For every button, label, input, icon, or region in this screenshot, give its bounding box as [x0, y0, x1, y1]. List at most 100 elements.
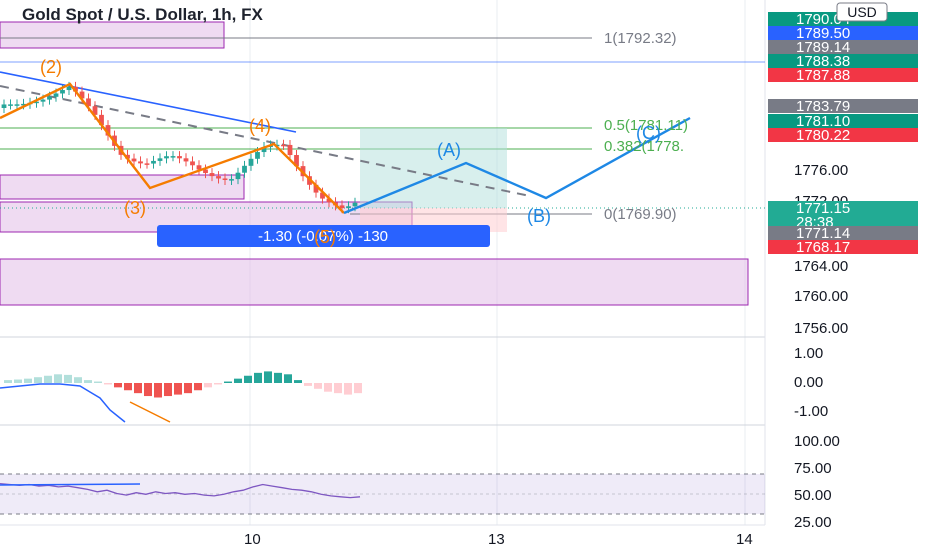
macd-bar — [304, 383, 312, 386]
candle-body — [21, 103, 26, 106]
candle-body — [248, 158, 254, 166]
candle-body — [151, 160, 156, 164]
price-tag — [768, 26, 918, 40]
wave-label-4[interactable]: (4) — [249, 116, 271, 136]
candle-body — [53, 93, 59, 97]
candle-body — [131, 158, 137, 162]
candle-body — [313, 184, 319, 193]
candle-body — [255, 152, 260, 159]
macd-bar — [94, 381, 102, 383]
price-tag-label: 1789.14 — [796, 39, 850, 56]
wave-label-3[interactable]: (3) — [124, 198, 146, 218]
macd-bar — [214, 383, 222, 385]
macd-histogram — [4, 371, 362, 398]
macd-bar — [134, 383, 142, 394]
supply-demand-zones[interactable] — [0, 21, 749, 306]
trendline-dashed[interactable] — [0, 85, 531, 197]
price-tick-1764: 1764.00 — [794, 258, 848, 275]
price-tag-label: 1771.14 — [796, 225, 850, 242]
candle-body — [222, 178, 228, 180]
wave-label-c[interactable]: (C) — [636, 123, 661, 143]
price-tag — [768, 99, 918, 113]
candle-body — [209, 173, 215, 177]
macd-bar — [44, 375, 52, 383]
rsi-tick-25: 25.00 — [794, 514, 832, 531]
candle-body — [281, 144, 286, 147]
rsi-tick-50: 50.00 — [794, 487, 832, 504]
candle-body — [66, 86, 72, 91]
macd-bar — [274, 372, 282, 383]
rsi-band — [0, 474, 765, 514]
candle-body — [40, 99, 46, 102]
candle-body — [125, 154, 130, 159]
rsi-reference-line[interactable] — [0, 483, 141, 486]
macd-bar — [114, 383, 122, 388]
candle-body — [105, 125, 111, 136]
macd-bar — [224, 381, 232, 383]
candle-body — [170, 156, 176, 158]
candle-body — [261, 147, 267, 153]
fib-label-0-5: 0.5(1781.11) — [604, 117, 688, 134]
macd-bar — [244, 375, 252, 383]
candle-body — [86, 98, 91, 107]
currency-button[interactable] — [836, 2, 888, 22]
macd-bar — [204, 383, 212, 388]
price-tag — [768, 240, 918, 254]
candle-body — [1, 104, 7, 108]
long-position-profit[interactable] — [360, 128, 507, 208]
wave-label-b[interactable]: (B) — [527, 206, 551, 226]
macd-bar — [154, 383, 162, 398]
candle-body — [164, 156, 169, 159]
wave-label-2[interactable]: (2) — [40, 57, 62, 77]
macd-bar — [294, 380, 302, 383]
measure-box[interactable] — [157, 225, 490, 247]
macd-bar — [354, 383, 362, 394]
candle-body — [339, 205, 345, 209]
fib-label-0: 0(1769.90) — [604, 206, 677, 223]
candle-body — [99, 114, 104, 126]
price-tag — [768, 40, 918, 54]
macd-bar — [64, 374, 72, 383]
wave-path-blue[interactable] — [343, 116, 691, 215]
macd-bar — [264, 371, 272, 383]
price-tag-label: 1771.15 — [796, 200, 850, 217]
price-tag — [768, 201, 918, 229]
fib-label-0-382: 0.382(1778. — [604, 138, 684, 155]
candle-body — [287, 144, 293, 156]
wave-label-5[interactable]: (5) — [314, 227, 336, 247]
candle-body — [190, 161, 195, 166]
candle-body — [352, 202, 358, 207]
price-tag-label: 1768.17 — [796, 239, 850, 256]
candle-body — [346, 206, 351, 209]
macd-bar — [254, 372, 262, 383]
candle-body — [183, 158, 189, 162]
trendline-blue[interactable] — [0, 71, 297, 133]
fib-label-1: 1(1792.32) — [604, 30, 677, 47]
price-tag — [768, 128, 918, 142]
macd-bar — [164, 383, 172, 397]
candle-body — [242, 165, 247, 173]
time-tick-13: 13 — [488, 531, 505, 548]
candle-body — [216, 176, 221, 179]
macd-bar — [184, 383, 192, 394]
rsi-tick-75: 75.00 — [794, 460, 832, 477]
candle-body — [196, 165, 202, 170]
candle-body — [47, 96, 52, 100]
currency-button-label: USD — [847, 4, 877, 20]
chart-title: Gold Spot / U.S. Dollar, 1h, FX — [22, 5, 264, 24]
price-tag-label: 1788.38 — [796, 53, 850, 70]
candle-body — [157, 158, 163, 161]
rsi-line — [0, 482, 361, 499]
macd-bar — [194, 383, 202, 391]
macd-bar — [344, 383, 352, 395]
candle-body — [92, 106, 98, 115]
candle-body — [326, 198, 332, 203]
wave-label-a[interactable]: (A) — [437, 140, 461, 160]
rsi-tick-100: 100.00 — [794, 433, 840, 450]
macd-bar — [144, 383, 152, 397]
macd-bar — [124, 383, 132, 391]
price-tick-1756: 1756.00 — [794, 320, 848, 337]
wave-path-orange[interactable] — [0, 82, 345, 214]
price-tags: 1790.041789.501789.141788.381787.881783.… — [768, 11, 918, 256]
